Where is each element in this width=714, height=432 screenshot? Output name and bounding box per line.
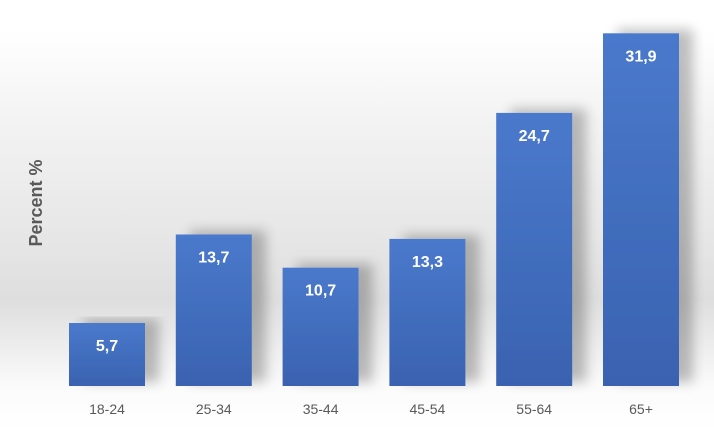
bar-55-64 [496,112,573,387]
x-tick-label-55-64: 55-64 [516,401,552,417]
x-tick-label-35-44: 35-44 [303,401,339,417]
data-label-65+: 31,9 [625,48,656,65]
bar-25-34 [175,234,252,386]
data-label-18-24: 5,7 [96,338,118,355]
x-tick-label-45-54: 45-54 [409,401,445,417]
bar-65+ [603,33,679,387]
bar-45-54 [389,238,466,386]
bar-18-24 [69,323,145,386]
x-tick-label-18-24: 18-24 [89,401,125,417]
data-label-35-44: 10,7 [305,283,336,300]
x-tick-label-25-34: 25-34 [196,401,232,417]
data-label-55-64: 24,7 [519,128,550,145]
x-tick-label-65+: 65+ [629,401,653,417]
y-axis-label: Percent % [26,159,46,246]
data-label-25-34: 13,7 [198,250,229,267]
bar-35-44 [282,267,359,386]
data-label-45-54: 13,3 [412,254,443,271]
